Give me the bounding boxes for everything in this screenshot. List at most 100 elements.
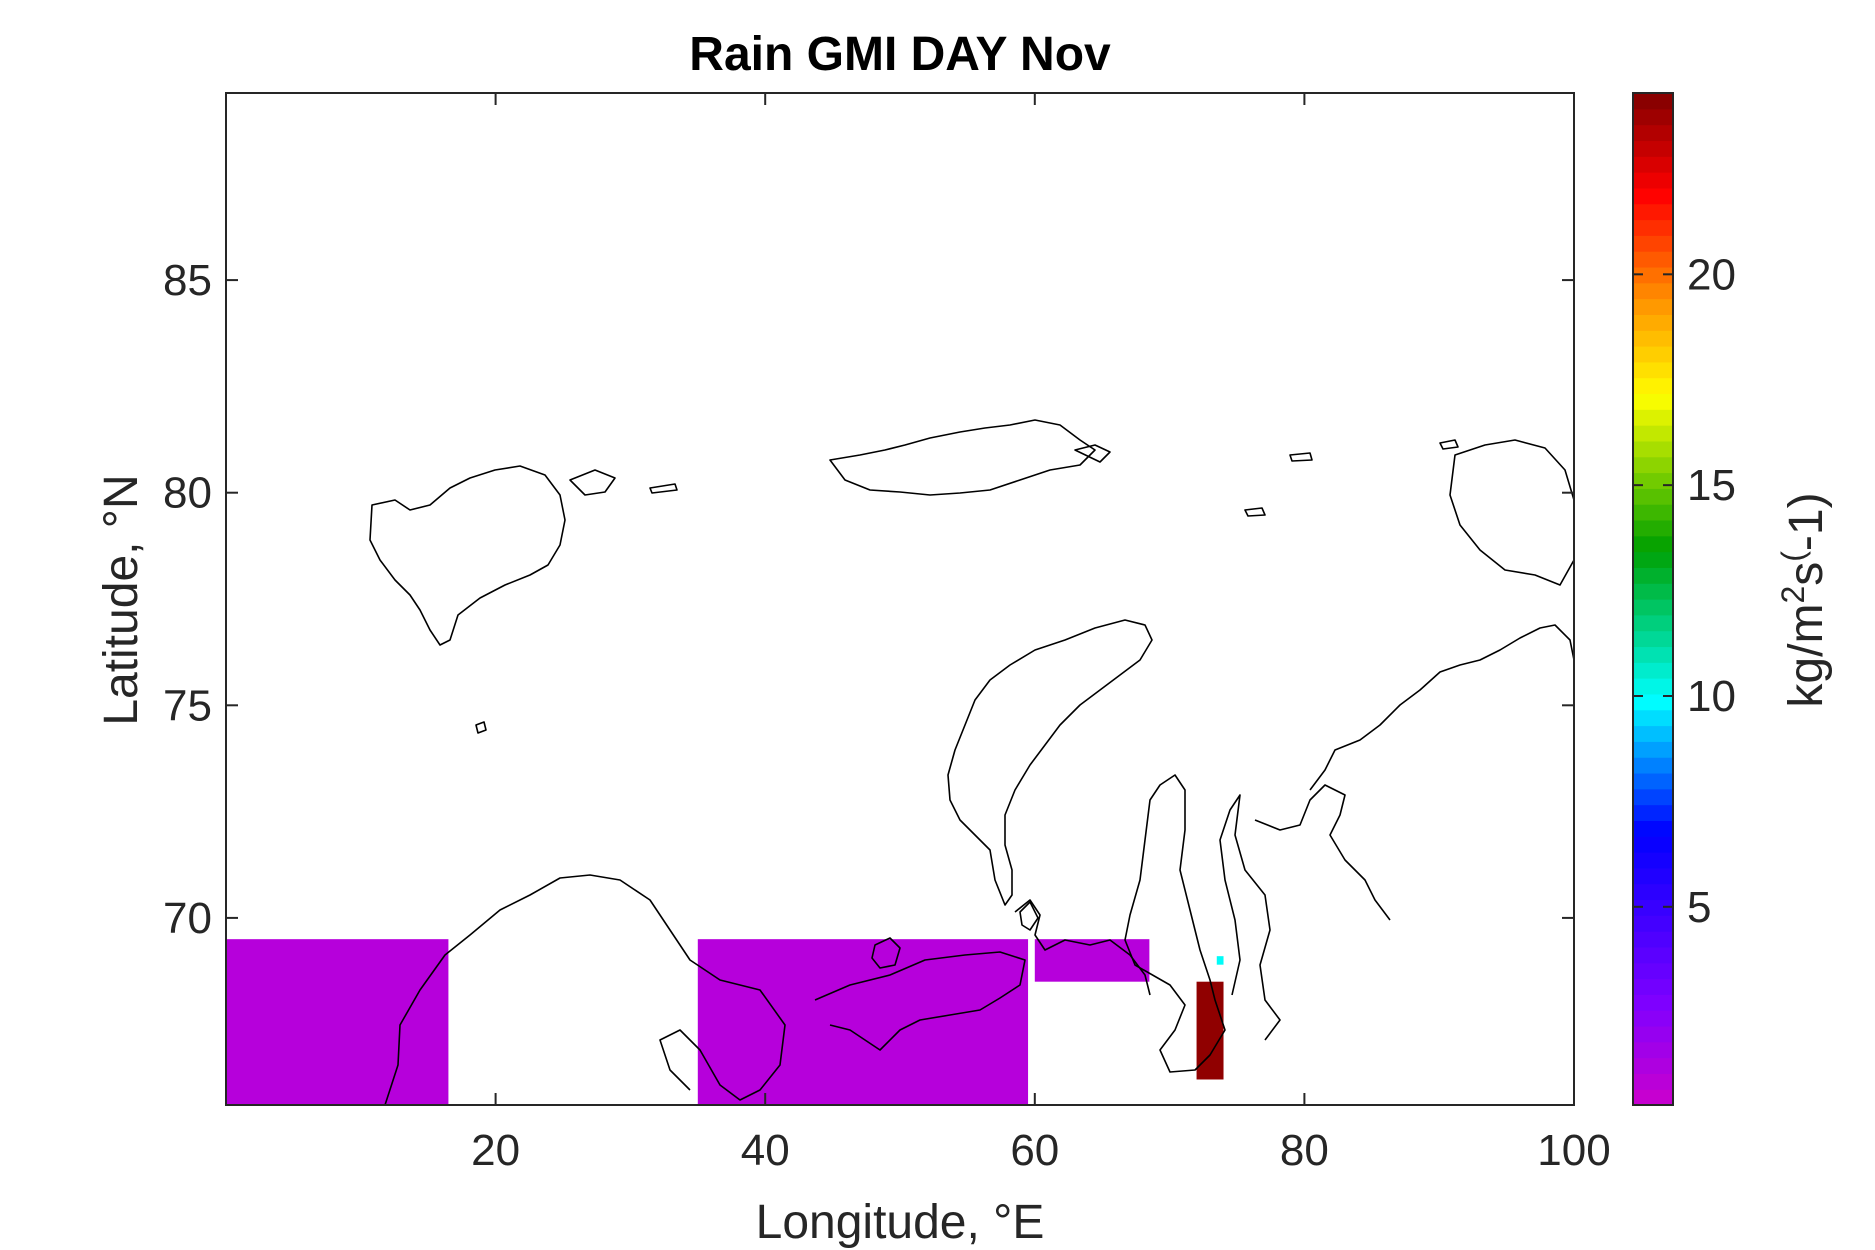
colorbar-step	[1633, 946, 1673, 964]
colorbar-step	[1633, 298, 1673, 315]
colorbar-step	[1633, 140, 1673, 157]
rain-region-2	[697, 939, 1029, 1105]
colorbar-frame	[1632, 92, 1674, 1106]
colorbar-label-mid: s	[1780, 562, 1833, 586]
colorbar-step	[1633, 788, 1673, 806]
kola-coastline	[814, 951, 1026, 1051]
colorbar-step	[1633, 187, 1673, 205]
colorbar-step	[1633, 1073, 1673, 1090]
y-tick-label: 80	[163, 469, 212, 518]
pechora-coastline	[1014, 899, 1151, 996]
colorbar-step	[1633, 931, 1673, 948]
kolguev-coastline	[871, 937, 901, 969]
colorbar-step	[1633, 219, 1673, 236]
colorbar-step	[1633, 583, 1673, 600]
colorbar-step	[1633, 93, 1673, 110]
x-tick-label: 40	[741, 1126, 790, 1175]
colorbar-step	[1633, 203, 1673, 221]
colorbar-step	[1633, 630, 1673, 648]
y-axis: 70 75 80 85	[163, 256, 1574, 943]
colorbar-step	[1633, 867, 1673, 885]
y-tick-label: 75	[163, 681, 212, 730]
franz-josef-coastline	[829, 419, 1096, 496]
colorbar-step	[1633, 409, 1673, 426]
small-island-5	[475, 721, 487, 734]
small-island-3	[1244, 507, 1266, 517]
colorbar-label-sup1: 2	[1775, 586, 1811, 604]
vaygach-coastline	[1019, 901, 1039, 931]
colorbar-step	[1633, 393, 1673, 410]
scandinavia-coastline	[384, 874, 786, 1105]
colorbar-step	[1633, 330, 1673, 347]
colorbar-step	[1633, 757, 1673, 774]
coastlines	[369, 419, 1574, 1105]
colorbar-step	[1633, 361, 1673, 379]
colorbar-step	[1633, 836, 1673, 853]
colorbar-step	[1633, 709, 1673, 727]
colorbar-label: kg/m2s(-1)	[1775, 492, 1833, 707]
colorbar-step	[1633, 504, 1673, 521]
franz-josef-east-coastline	[1074, 444, 1111, 463]
x-axis: 20 40 60 80 100	[471, 93, 1611, 1175]
small-island-1	[1289, 452, 1313, 462]
colorbar-step	[1633, 488, 1673, 505]
svalbard-coastline	[369, 465, 566, 646]
colorbar-label-base: kg/m	[1780, 604, 1833, 708]
rain-region-3	[1034, 939, 1150, 982]
rain-region-5	[1216, 956, 1224, 965]
colorbar-step	[1633, 614, 1673, 632]
rain-cells	[226, 939, 1224, 1105]
x-tick-label: 100	[1537, 1126, 1610, 1175]
colorbar-step	[1633, 156, 1673, 173]
colorbar-tick-label: 5	[1687, 883, 1711, 932]
colorbar-step	[1633, 772, 1673, 790]
colorbar-step	[1633, 551, 1673, 568]
rain-region-1	[226, 939, 449, 1105]
colorbar-step	[1633, 519, 1673, 537]
colorbar-step	[1633, 852, 1673, 869]
colorbar-step	[1633, 820, 1673, 837]
colorbar-step	[1633, 646, 1673, 663]
chart-title: Rain GMI DAY Nov	[689, 28, 1111, 81]
colorbar-step	[1633, 1010, 1673, 1027]
colorbar	[1633, 93, 1673, 1106]
colorbar-step	[1633, 266, 1673, 284]
x-tick-label: 20	[471, 1126, 520, 1175]
taymyr-coastline	[1309, 624, 1574, 791]
y-tick-label: 85	[163, 256, 212, 305]
colorbar-axis: 5 10 15 20	[1633, 250, 1736, 932]
colorbar-step	[1633, 251, 1673, 268]
colorbar-step	[1633, 314, 1673, 331]
y-tick-label: 70	[163, 894, 212, 943]
taymyr-west-coastline	[1254, 784, 1391, 921]
colorbar-step	[1633, 567, 1673, 584]
colorbar-step	[1633, 599, 1673, 616]
colorbar-step	[1633, 994, 1673, 1011]
colorbar-step	[1633, 456, 1673, 474]
colorbar-step	[1633, 915, 1673, 932]
colorbar-step	[1633, 440, 1673, 458]
colorbar-step	[1633, 978, 1673, 995]
colorbar-label-end: -1)	[1780, 492, 1833, 551]
x-tick-label: 80	[1280, 1126, 1329, 1175]
colorbar-step	[1633, 741, 1673, 758]
y-axis-label: Latitude, °N	[95, 474, 148, 725]
colorbar-step	[1633, 124, 1673, 142]
novaya-zemlya-coastline	[947, 619, 1153, 906]
colorbar-step	[1633, 108, 1673, 126]
colorbar-step	[1633, 678, 1673, 695]
colorbar-step	[1633, 172, 1673, 189]
plot-frame	[225, 92, 1575, 1106]
small-island-2	[1439, 439, 1459, 450]
colorbar-step	[1633, 1057, 1673, 1074]
colorbar-tick-label: 10	[1687, 672, 1736, 721]
colorbar-step	[1633, 346, 1673, 363]
colorbar-step	[1633, 662, 1673, 679]
x-axis-label: Longitude, °E	[756, 1196, 1045, 1249]
severnaya-zemlya-coastline	[1449, 439, 1574, 586]
colorbar-label-sup2: (	[1775, 551, 1811, 562]
colorbar-step	[1633, 282, 1673, 300]
colorbar-step	[1633, 235, 1673, 252]
colorbar-step	[1633, 1041, 1673, 1059]
